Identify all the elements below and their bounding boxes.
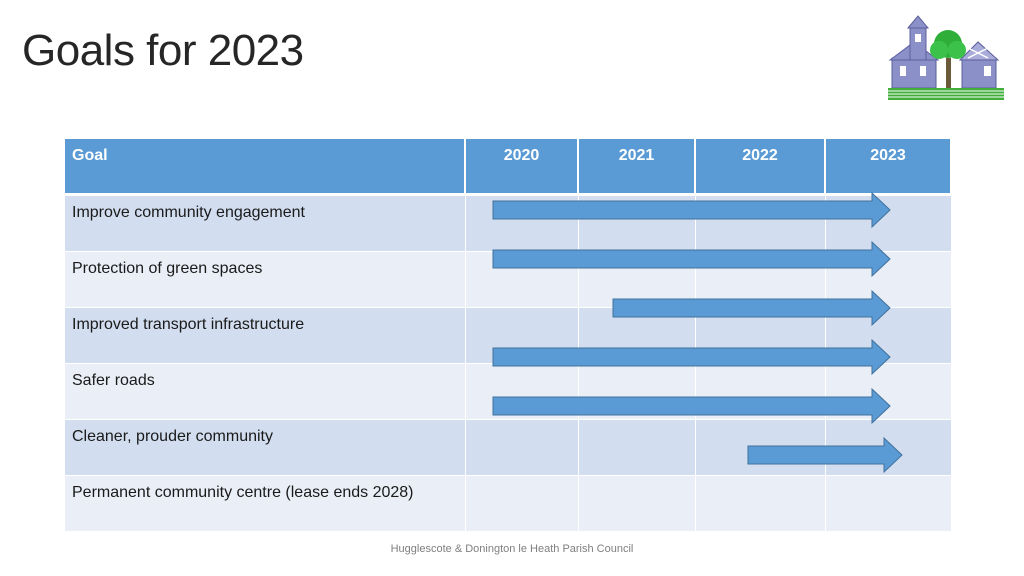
- goal-cell: Permanent community centre (lease ends 2…: [65, 475, 466, 532]
- year-cell: [578, 251, 696, 308]
- header-2020: 2020: [465, 139, 579, 196]
- year-cell: [695, 363, 826, 420]
- year-cell: [465, 194, 579, 252]
- year-cell: [578, 419, 696, 476]
- goal-cell: Cleaner, prouder community: [65, 419, 466, 476]
- year-cell: [465, 475, 579, 532]
- year-cell: [825, 363, 952, 420]
- slide-title: Goals for 2023: [22, 26, 304, 75]
- table-row: Permanent community centre (lease ends 2…: [65, 475, 952, 532]
- year-cell: [695, 251, 826, 308]
- year-cell: [825, 475, 952, 532]
- table-row: Safer roads: [65, 363, 952, 420]
- year-cell: [695, 194, 826, 252]
- year-cell: [578, 363, 696, 420]
- year-cell: [695, 307, 826, 364]
- year-cell: [465, 307, 579, 364]
- table-row: Cleaner, prouder community: [65, 419, 952, 476]
- year-cell: [695, 419, 826, 476]
- year-cell: [695, 475, 826, 532]
- year-cell: [465, 251, 579, 308]
- table-header-row: Goal 2020 2021 2022 2023: [65, 139, 952, 196]
- header-2023: 2023: [825, 139, 952, 196]
- parish-logo-icon: [888, 15, 1004, 100]
- table-row: Improve community engagement: [65, 194, 952, 252]
- goal-cell: Safer roads: [65, 363, 466, 420]
- goal-cell: Protection of green spaces: [65, 251, 466, 308]
- goal-cell: Improved transport infrastructure: [65, 307, 466, 364]
- year-cell: [578, 475, 696, 532]
- table-row: Protection of green spaces: [65, 251, 952, 308]
- year-cell: [578, 194, 696, 252]
- year-cell: [465, 419, 579, 476]
- year-cell: [825, 251, 952, 308]
- year-cell: [465, 363, 579, 420]
- goal-cell: Improve community engagement: [65, 194, 466, 252]
- year-cell: [825, 194, 952, 252]
- year-cell: [578, 307, 696, 364]
- header-2022: 2022: [695, 139, 826, 196]
- slide-footer: Hugglescote & Donington le Heath Parish …: [390, 543, 634, 555]
- goals-table: Goal 2020 2021 2022 2023 Improve communi…: [65, 139, 952, 532]
- year-cell: [825, 307, 952, 364]
- header-2021: 2021: [578, 139, 696, 196]
- table-row: Improved transport infrastructure: [65, 307, 952, 364]
- year-cell: [825, 419, 952, 476]
- header-goal: Goal: [65, 139, 466, 196]
